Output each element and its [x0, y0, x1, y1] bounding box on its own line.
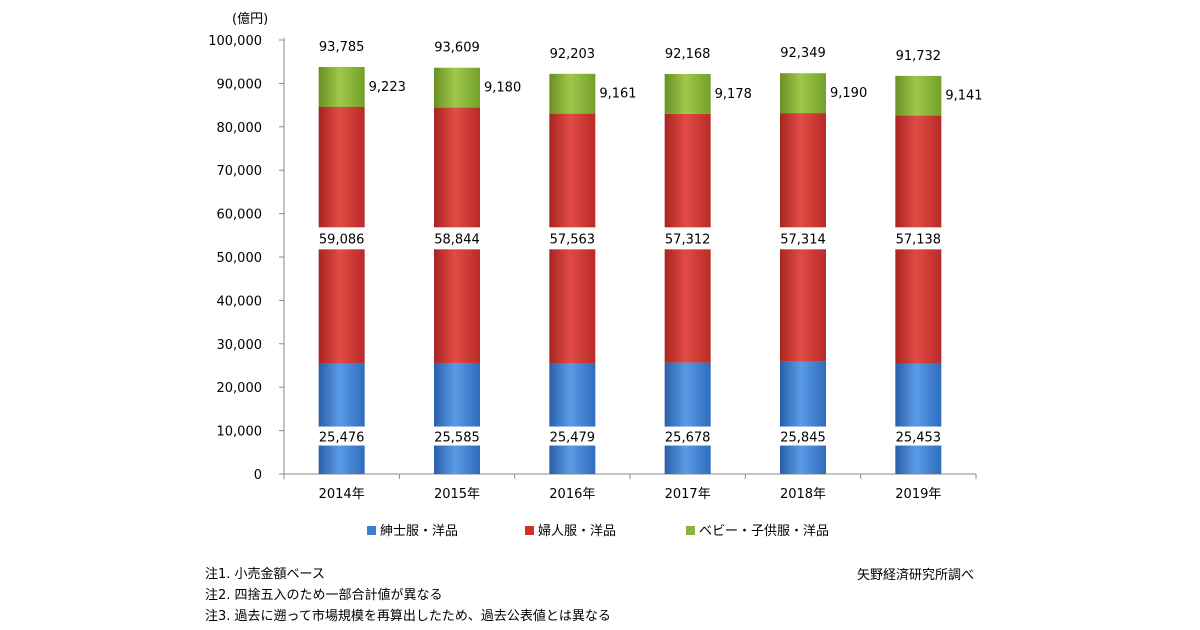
legend-swatch-womens — [525, 526, 534, 535]
legend-item-mens: 紳士服・洋品 — [367, 520, 458, 539]
bar-segment-kids — [434, 67, 480, 108]
y-tick-label: 60,000 — [217, 208, 263, 223]
y-tick-label: 80,000 — [217, 121, 263, 136]
mens-value-label-bg — [886, 426, 951, 446]
womens-value-label: 57,312 — [665, 232, 711, 247]
source-credit: 矢野経済研究所調べ — [857, 568, 975, 583]
womens-value-label: 57,314 — [780, 232, 826, 247]
total-value-label: 92,349 — [780, 46, 826, 61]
womens-value-label-bg — [769, 227, 837, 250]
womens-value-label: 57,563 — [550, 232, 596, 247]
x-category-label: 2017年 — [665, 487, 711, 502]
y-tick-label: 50,000 — [217, 251, 263, 266]
total-value-label: 92,168 — [665, 47, 711, 62]
legend-item-kids: ベビー・子供服・洋品 — [686, 520, 829, 539]
mens-value-label: 25,585 — [434, 431, 480, 446]
legend-label-mens: 紳士服・洋品 — [380, 524, 459, 539]
legend-item-womens: 婦人服・洋品 — [525, 520, 616, 539]
bar-segment-kids — [318, 66, 365, 108]
mens-value-label-bg — [309, 426, 374, 446]
mens-value-label: 25,678 — [665, 431, 711, 446]
y-tick-label: 30,000 — [217, 338, 263, 353]
legend-swatch-kids — [686, 526, 695, 535]
womens-value-label: 59,086 — [319, 232, 365, 247]
kids-value-label: 9,178 — [715, 87, 752, 102]
legend-swatch-mens — [367, 526, 376, 535]
womens-value-label-bg — [653, 227, 722, 250]
total-value-label: 91,732 — [896, 49, 942, 64]
legend-label-womens: 婦人服・洋品 — [538, 524, 617, 539]
womens-value-label: 57,138 — [896, 232, 942, 247]
bar-segment-mens — [895, 363, 942, 474]
legend-label-kids: ベビー・子供服・洋品 — [699, 524, 830, 539]
y-tick-label: 70,000 — [217, 164, 263, 179]
total-value-label: 93,785 — [319, 40, 365, 55]
bar-segment-mens — [549, 363, 596, 474]
x-category-label: 2016年 — [549, 487, 595, 502]
footnote-2: 注2. 四捨五入のため一部合計値が異なる — [205, 588, 443, 603]
bar-segment-kids — [664, 73, 711, 114]
mens-value-label: 25,476 — [319, 431, 365, 446]
y-tick-label: 20,000 — [217, 381, 263, 396]
footnotes: 注1. 小売金額ベース 注2. 四捨五入のため一部合計値が異なる 注3. 過去に… — [205, 564, 611, 627]
footnote-1: 注1. 小売金額ベース — [205, 567, 325, 582]
bar-segment-kids — [895, 75, 942, 116]
y-tick-label: 100,000 — [208, 34, 262, 49]
mens-value-label: 25,479 — [550, 431, 596, 446]
y-tick-label: 90,000 — [217, 77, 263, 92]
y-tick-label: 0 — [254, 468, 262, 483]
bar-segment-mens — [780, 361, 826, 474]
y-tick-label: 10,000 — [217, 425, 263, 440]
x-category-label: 2015年 — [434, 487, 480, 502]
bar-segment-mens — [664, 362, 711, 474]
x-category-label: 2014年 — [319, 487, 365, 502]
kids-value-label: 9,190 — [830, 86, 867, 101]
mens-value-label-bg — [655, 426, 720, 446]
bar-segment-mens — [434, 362, 480, 474]
kids-value-label: 9,161 — [599, 87, 636, 102]
x-category-label: 2019年 — [895, 487, 941, 502]
chart-legend: 紳士服・洋品 婦人服・洋品 ベビー・子供服・洋品 — [0, 520, 1200, 542]
mens-value-label-bg — [771, 426, 835, 446]
womens-value-label: 58,844 — [434, 232, 480, 247]
kids-value-label: 9,180 — [484, 81, 521, 96]
mens-value-label-bg — [425, 426, 489, 446]
bar-segment-mens — [318, 363, 365, 474]
total-value-label: 93,609 — [434, 41, 480, 56]
mens-value-label: 25,845 — [780, 431, 826, 446]
y-tick-label: 40,000 — [217, 294, 263, 309]
y-axis-unit-label: (億円) — [232, 12, 269, 27]
total-value-label: 92,203 — [550, 47, 596, 62]
womens-value-label-bg — [423, 227, 491, 250]
bar-segment-kids — [549, 73, 596, 114]
footnote-3: 注3. 過去に遡って市場規模を再算出したため、過去公表値とは異なる — [205, 609, 611, 624]
womens-value-label-bg — [307, 227, 376, 250]
kids-value-label: 9,141 — [945, 89, 982, 104]
womens-value-label-bg — [538, 227, 607, 250]
bar-segment-kids — [780, 73, 826, 114]
kids-value-label: 9,223 — [369, 80, 406, 95]
mens-value-label-bg — [540, 426, 605, 446]
x-category-label: 2018年 — [780, 487, 826, 502]
womens-value-label-bg — [884, 227, 953, 250]
mens-value-label: 25,453 — [896, 431, 942, 446]
